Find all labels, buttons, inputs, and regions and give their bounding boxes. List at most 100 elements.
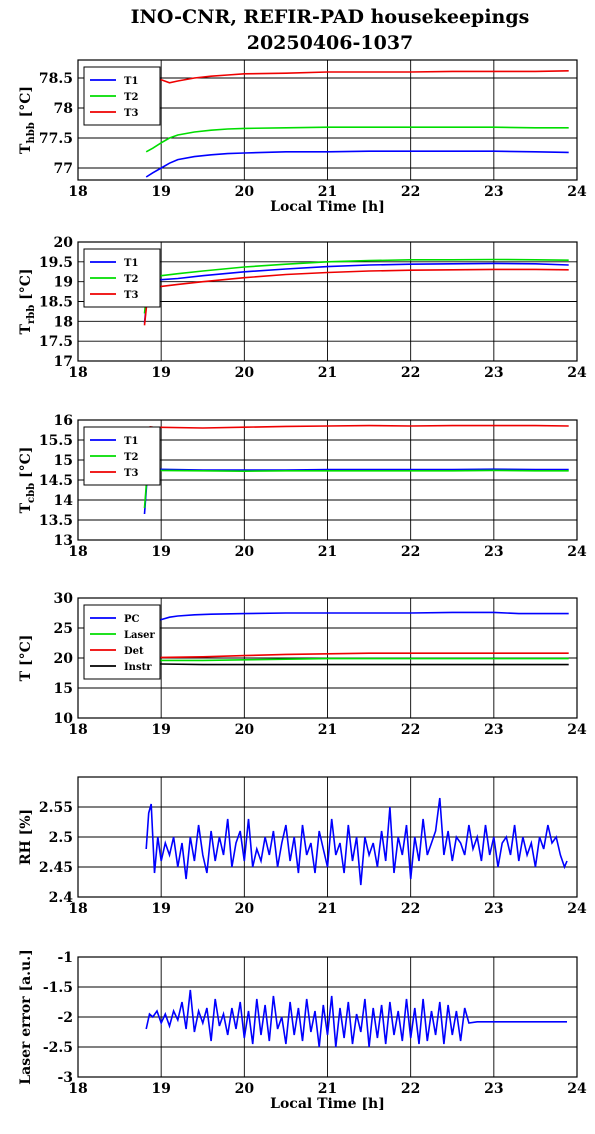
- legend-label: Instr: [124, 662, 152, 673]
- x-tick-label: 24: [567, 184, 587, 200]
- chart-panel-3: 18 19 20 21 22 23 24 13 13.5 14 14.5 15 15.5 16 Tcbb […: [18, 413, 587, 560]
- x-tick-label: 22: [401, 544, 420, 560]
- x-tick-label: 21: [318, 901, 337, 917]
- x-tick-label: 22: [401, 722, 420, 738]
- x-tick-label: 22: [401, 365, 420, 381]
- y-tick-label: 2.4: [49, 890, 74, 906]
- x-tick-label: 21: [318, 722, 337, 738]
- x-tick-label: 23: [484, 544, 503, 560]
- y-tick-label: 20: [54, 235, 74, 251]
- y-axis-label: Laser error [a.u.]: [18, 949, 34, 1084]
- legend-label: T1: [124, 258, 138, 269]
- x-tick-label: 21: [318, 365, 337, 381]
- legend-label: Laser: [124, 630, 156, 641]
- y-axis-label: RH [%]: [18, 809, 34, 865]
- legend-label: PC: [124, 614, 140, 625]
- x-tick-label: 23: [484, 365, 503, 381]
- y-tick-label: 17: [54, 354, 73, 370]
- x-tick-label: 19: [151, 365, 170, 381]
- x-tick-label: 21: [318, 544, 337, 560]
- y-tick-label: 78.5: [39, 71, 73, 87]
- series-line-t3: [146, 70, 569, 84]
- x-tick-label: 18: [68, 365, 87, 381]
- series-line-laser: [146, 657, 569, 662]
- x-tick-label: 19: [151, 722, 170, 738]
- x-tick-label: 20: [235, 544, 255, 560]
- legend-label: T2: [124, 92, 138, 103]
- x-tick-label: 23: [484, 1081, 503, 1097]
- y-tick-label: -1.5: [43, 980, 73, 996]
- x-tick-label: 22: [401, 1081, 420, 1097]
- x-axis-label: Local Time [h]: [270, 199, 385, 215]
- legend-label: T1: [124, 76, 138, 87]
- plot-frame: [77, 241, 578, 362]
- legend-label: T3: [124, 108, 138, 119]
- series-line-t2: [145, 126, 569, 153]
- y-tick-label: 19: [54, 275, 73, 291]
- legend-label: T2: [124, 452, 138, 463]
- chart-panel-1: 18 19 20 21 22 23 24 77 77.5 78 78.5 Local Time [h]…: [18, 59, 587, 215]
- figure-title-line2: 20250406-1037: [247, 32, 414, 54]
- y-axis-label: T [°C]: [18, 635, 34, 682]
- y-tick-label: -2.5: [43, 1040, 73, 1056]
- y-axis-label: Tcbb [°C]: [18, 447, 37, 514]
- x-tick-label: 20: [235, 365, 255, 381]
- series-line-data: [145, 797, 568, 886]
- y-tick-label: 15.5: [39, 433, 73, 449]
- x-tick-label: 23: [484, 722, 503, 738]
- y-tick-label: 19.5: [39, 255, 73, 271]
- y-tick-label: 17.5: [39, 334, 73, 350]
- series-line-t1: [145, 150, 569, 178]
- y-tick-label: 18: [54, 314, 73, 330]
- legend-box: [83, 66, 161, 126]
- x-tick-label: 20: [235, 184, 255, 200]
- plot-frame: [77, 776, 578, 898]
- x-tick-label: 20: [235, 901, 255, 917]
- x-tick-label: 20: [235, 722, 255, 738]
- x-tick-label: 24: [567, 901, 587, 917]
- x-tick-label: 19: [151, 1081, 170, 1097]
- x-tick-label: 23: [484, 901, 503, 917]
- series-line-t3: [149, 424, 569, 429]
- series-line-instr: [146, 663, 569, 666]
- x-tick-label: 20: [235, 1081, 255, 1097]
- x-tick-label: 18: [68, 184, 87, 200]
- y-tick-label: 13: [54, 533, 73, 549]
- series-line-t2: [143, 258, 569, 314]
- plot-frame: [77, 956, 578, 1078]
- x-tick-label: 19: [151, 544, 170, 560]
- y-tick-label: 2.45: [39, 860, 73, 876]
- legend-label: T3: [124, 468, 138, 479]
- y-tick-label: 30: [54, 591, 74, 607]
- y-tick-label: 15: [54, 453, 73, 469]
- y-axis-label: Thbb [°C]: [18, 86, 37, 154]
- y-tick-label: 13.5: [39, 513, 73, 529]
- series-line-t1: [143, 467, 569, 515]
- series-line-data: [145, 989, 567, 1048]
- chart-panel-2: 18 19 20 21 22 23 24 17 17.5 18 18.5 19 19.5 20 Trbb […: [18, 235, 587, 381]
- legend-label: Det: [124, 646, 144, 657]
- y-tick-label: 15: [54, 681, 73, 697]
- y-tick-label: 20: [54, 651, 74, 667]
- x-tick-label: 21: [318, 184, 337, 200]
- x-tick-label: 22: [401, 901, 420, 917]
- x-tick-label: 18: [68, 1081, 87, 1097]
- x-tick-label: 24: [567, 1081, 587, 1097]
- chart-panels: 18 19 20 21 22 23 24 77 77.5 78 78.5 Local Time [h]…: [18, 59, 587, 1112]
- x-tick-label: 18: [68, 544, 87, 560]
- x-tick-label: 19: [151, 184, 170, 200]
- y-tick-label: 14: [54, 493, 74, 509]
- x-tick-label: 24: [567, 544, 587, 560]
- series-line-t1: [143, 262, 569, 324]
- x-tick-label: 19: [151, 901, 170, 917]
- y-tick-label: -1: [57, 950, 73, 966]
- y-axis-label: Trbb [°C]: [18, 269, 37, 335]
- legend-label: T2: [124, 274, 138, 285]
- y-tick-label: 77: [54, 161, 73, 177]
- y-tick-label: 10: [54, 711, 74, 727]
- x-tick-label: 18: [68, 901, 87, 917]
- plot-frame: [77, 597, 578, 719]
- chart-panel-4: 18 19 20 21 22 23 24 10 15 20 25 30 T [°C] PC Laser Det…: [18, 591, 587, 738]
- x-tick-label: 18: [68, 722, 87, 738]
